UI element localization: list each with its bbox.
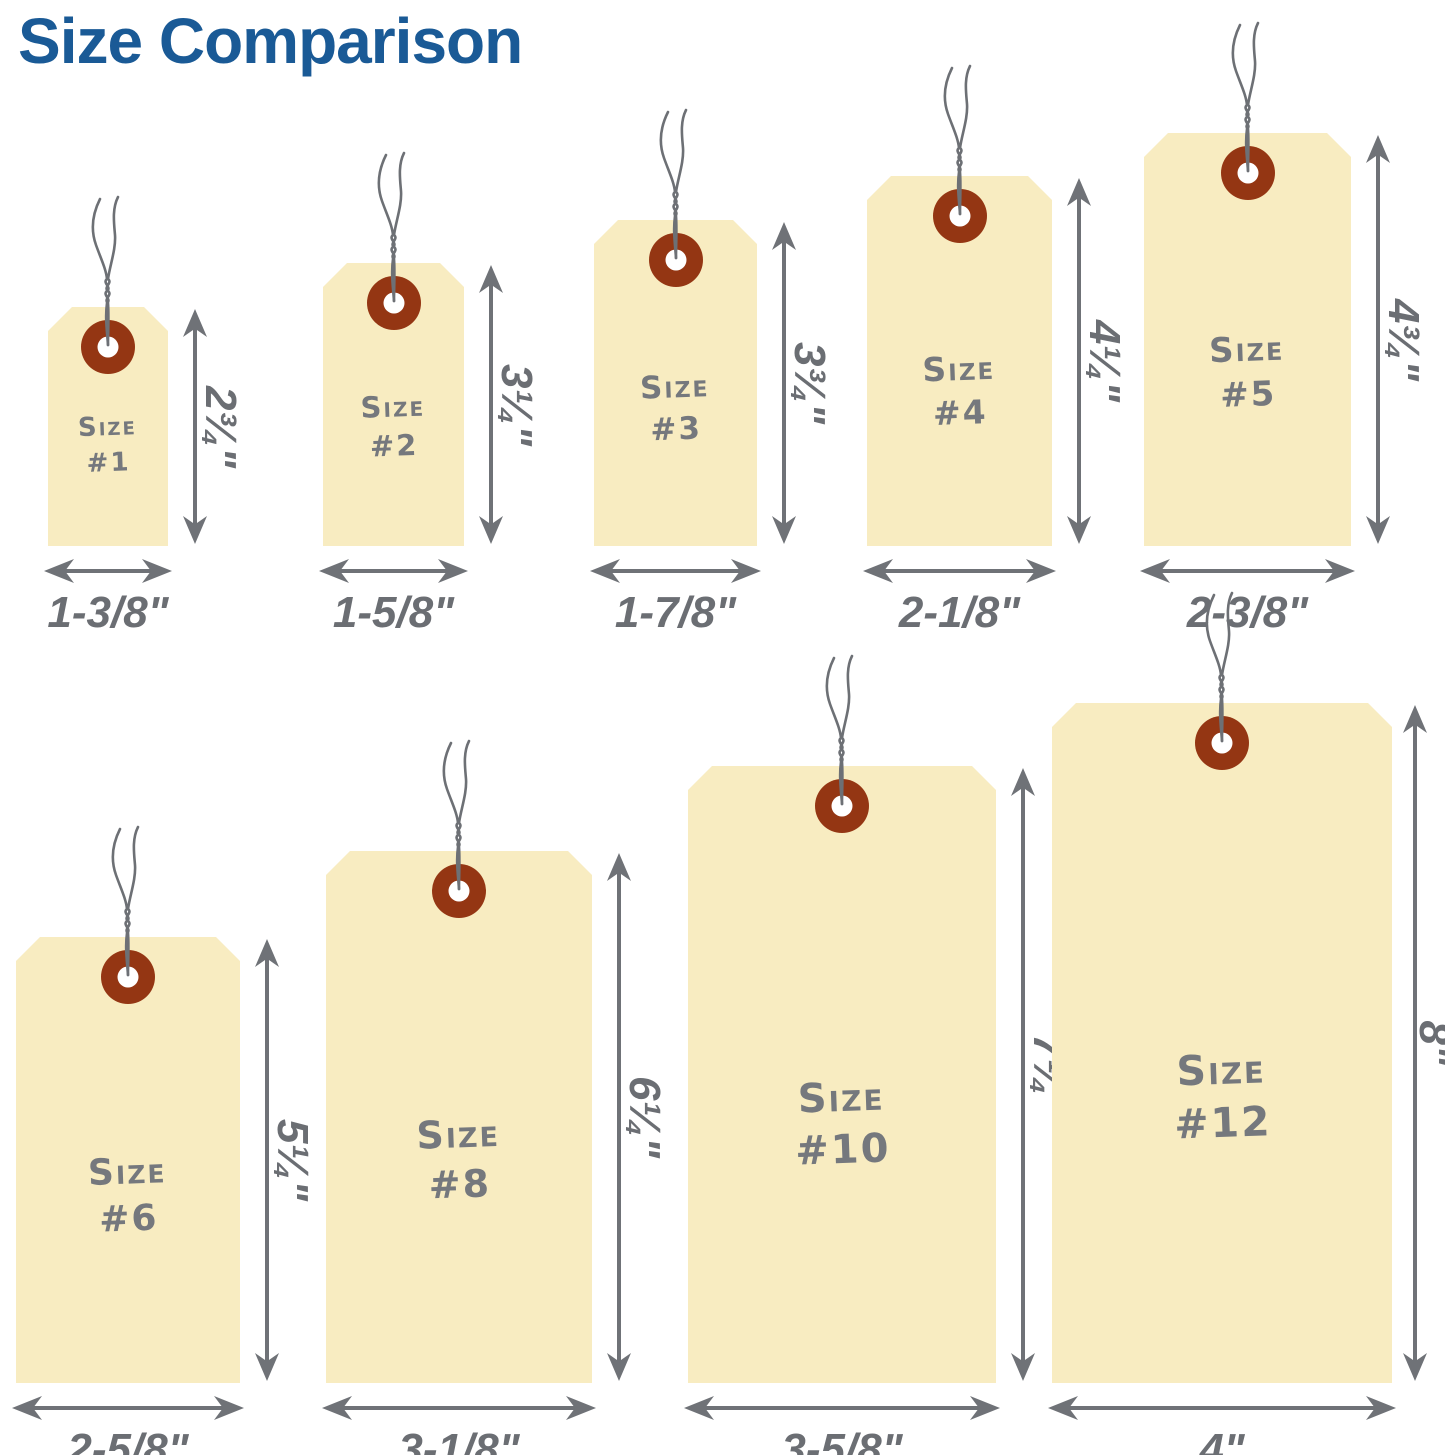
width-arrow	[322, 1395, 596, 1421]
wire-string-icon	[1231, 21, 1259, 173]
width-arrow	[684, 1395, 1000, 1421]
wire-string-icon	[659, 108, 687, 260]
shipping-tag: Size #12	[1052, 703, 1392, 1383]
shipping-tag: Size #8	[326, 851, 592, 1383]
width-dimension: 1-3/8"	[47, 588, 169, 637]
shipping-tag: Size #10	[688, 766, 996, 1383]
height-arrow	[254, 939, 280, 1381]
grommet-hole	[118, 967, 139, 988]
height-arrow	[606, 853, 632, 1381]
height-dimension: 5¼"	[268, 1118, 317, 1202]
grommet-hole	[449, 881, 470, 902]
tag-size-label: Size #5	[1208, 328, 1285, 416]
width-dimension: 2-5/8"	[67, 1425, 189, 1455]
grommet-hole	[98, 337, 119, 358]
page-title: Size Comparison	[18, 5, 523, 77]
grommet-hole	[665, 250, 686, 271]
width-dimension: 4"	[1199, 1425, 1245, 1455]
height-dimension: 6¼"	[620, 1075, 669, 1159]
tag-size-label: Size #3	[639, 368, 711, 448]
width-dimension: 2-1/8"	[898, 588, 1021, 637]
height-arrow	[182, 309, 208, 544]
tag-size-label: Size #10	[794, 1073, 892, 1175]
width-arrow	[12, 1395, 244, 1421]
shipping-tag: Size #6	[16, 937, 240, 1383]
width-arrow	[590, 558, 761, 584]
width-arrow	[1048, 1395, 1396, 1421]
grommet-hole	[383, 293, 404, 314]
wire-string-icon	[1205, 591, 1234, 743]
width-arrow	[1140, 558, 1355, 584]
tag-size-label: Size #4	[921, 347, 996, 433]
width-dimension: 1-5/8"	[332, 588, 455, 637]
width-arrow	[319, 558, 468, 584]
wire-string-icon	[111, 825, 140, 977]
tag-size-label: Size #2	[359, 388, 426, 464]
grommet-hole	[949, 206, 970, 227]
width-dimension: 3-1/8"	[398, 1425, 520, 1455]
tag-size-label: Size #6	[87, 1149, 168, 1241]
wire-string-icon	[91, 195, 120, 347]
width-arrow	[863, 558, 1056, 584]
shipping-tag: Size #4	[867, 176, 1052, 546]
height-arrow	[478, 265, 504, 544]
grommet-hole	[832, 796, 853, 817]
grommet-hole	[1237, 163, 1258, 184]
wire-string-icon	[442, 739, 471, 891]
height-arrow	[771, 222, 797, 544]
height-dimension: 4¼"	[1080, 319, 1129, 403]
height-arrow	[1066, 178, 1092, 544]
grommet-hole	[1212, 733, 1233, 754]
width-dimension: 3-5/8"	[781, 1425, 903, 1455]
tag-size-label: Size #12	[1173, 1044, 1273, 1150]
width-arrow	[44, 558, 172, 584]
wire-string-icon	[377, 151, 405, 303]
shipping-tag: Size #3	[594, 220, 757, 546]
height-arrow	[1402, 705, 1428, 1381]
shipping-tag: Size #2	[323, 263, 464, 546]
shipping-tag: Size #5	[1144, 133, 1351, 546]
width-dimension: 1-7/8"	[614, 588, 737, 637]
height-dimension: 8"	[1410, 1020, 1445, 1066]
wire-string-icon	[943, 64, 971, 216]
height-dimension: 4¾"	[1379, 298, 1428, 381]
wire-string-icon	[825, 654, 854, 806]
tag-size-label: Size #1	[77, 410, 138, 479]
height-arrow	[1365, 135, 1391, 544]
height-dimension: 3¼"	[492, 363, 541, 446]
tag-size-label: Size #8	[415, 1110, 501, 1207]
height-dimension: 3¾"	[785, 341, 834, 425]
shipping-tag: Size #1	[48, 307, 168, 546]
height-dimension: 2¾"	[196, 385, 245, 468]
height-arrow	[1010, 768, 1036, 1381]
